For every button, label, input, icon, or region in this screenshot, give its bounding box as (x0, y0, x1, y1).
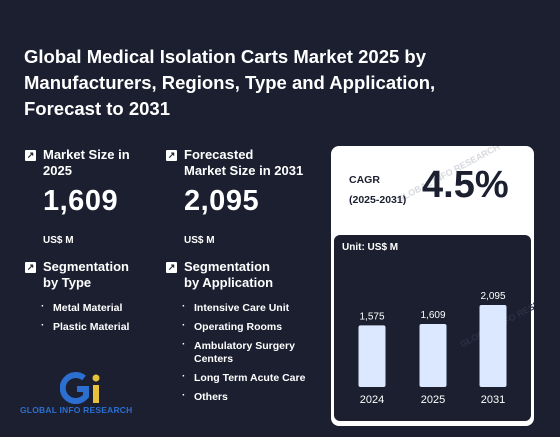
cagr-label: CAGR (349, 174, 380, 186)
seg-type-label-line2: by Type (43, 275, 92, 290)
list-item-label: Metal Material (53, 302, 123, 314)
arrow-up-right-icon: ↗ (25, 262, 36, 273)
bar-chart-panel: GLOBAL INFO RESEARCH Unit: US$ M 1,57520… (334, 235, 534, 421)
arrow-up-right-icon: ↗ (25, 150, 36, 161)
seg-app-label-line2: by Application (184, 275, 274, 290)
seg-type-label-line1: Segmentation (43, 259, 129, 274)
list-item-label: Long Term Acute Care (194, 372, 306, 384)
seg-app-label-line1: Segmentation (184, 259, 270, 274)
list-item-continuation: Centers (180, 353, 305, 366)
list-item-label: Plastic Material (53, 321, 130, 333)
list-item: · Operating Rooms (182, 320, 283, 333)
list-item-label: Intensive Care Unit (194, 302, 290, 314)
list-item: · Intensive Care Unit (182, 301, 290, 314)
seg-app-label: Segmentation by Application (184, 259, 273, 291)
bar-2031 (479, 305, 507, 387)
bar-2024 (358, 325, 386, 387)
logo-text: GLOBAL INFO RESEARCH (20, 405, 133, 415)
page-title: Global Medical Isolation Carts Market 20… (24, 46, 436, 119)
forecast-label-line1: Forecasted (184, 147, 254, 162)
forecast-unit: US$ M (184, 235, 215, 246)
tick-label-2025: 2025 (421, 394, 445, 406)
list-item: · Metal Material (41, 301, 123, 314)
list-item: · Others (182, 390, 228, 403)
market-size-label: Market Size in 2025 (43, 147, 130, 179)
cagr-card: GLOBAL INFO RESEARCH CAGR (2025-2031) 4.… (331, 146, 534, 426)
market-size-unit: US$ M (43, 235, 74, 246)
seg-app-list: · Intensive Care Unit · Operating Rooms · A… (180, 301, 306, 410)
cagr-period: (2025-2031) (349, 194, 407, 206)
list-item: · Ambulatory Surgery (182, 339, 295, 352)
data-label-2024: 1,575 (359, 311, 384, 322)
market-size-label-line1: Market Size in (43, 147, 130, 162)
arrow-up-right-icon: ↗ (166, 150, 177, 161)
market-size-value: 1,609 (43, 185, 119, 217)
bar-chart: 1,575 2024 1,609 2025 2,095 2031 (358, 291, 507, 406)
market-size-label-line2: 2025 (43, 163, 72, 178)
forecast-value: 2,095 (184, 185, 260, 217)
list-item: · Long Term Acute Care (182, 371, 306, 384)
cagr-value: 4.5% (422, 164, 509, 206)
company-logo: GLOBAL INFO RESEARCH (20, 372, 140, 418)
list-item-label: Ambulatory Surgery (194, 340, 295, 352)
list-item-label: Others (194, 391, 228, 403)
seg-type-label: Segmentation by Type (43, 259, 129, 291)
bar-2025 (419, 324, 447, 387)
list-item-label: Centers (194, 353, 234, 365)
forecast-label: Forecasted Market Size in 2031 (184, 147, 303, 179)
data-label-2031: 2,095 (480, 291, 505, 302)
tick-label-2024: 2024 (360, 394, 384, 406)
list-item: · Plastic Material (41, 320, 130, 333)
list-item-label: Operating Rooms (194, 321, 283, 333)
data-label-2025: 1,609 (420, 310, 445, 321)
arrow-up-right-icon: ↗ (166, 262, 177, 273)
seg-type-list: · Metal Material · Plastic Material (39, 301, 130, 340)
tick-label-2031: 2031 (481, 394, 505, 406)
gir-logo-icon (60, 372, 100, 405)
forecast-label-line2: Market Size in 2031 (184, 163, 304, 178)
chart-unit-label: Unit: US$ M (342, 242, 399, 253)
